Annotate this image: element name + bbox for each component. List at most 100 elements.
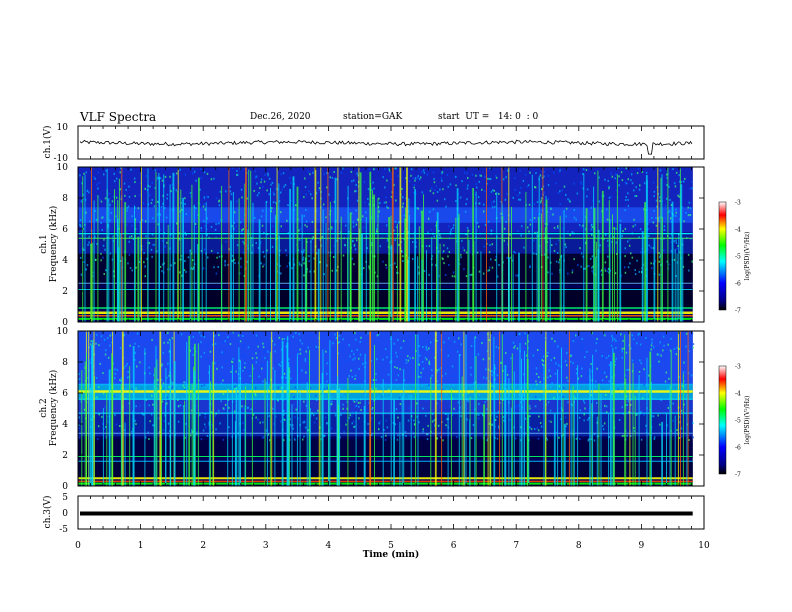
spectrogram-noise <box>510 357 512 360</box>
spectrogram-noise <box>607 255 609 258</box>
spectrogram-noise <box>216 256 218 259</box>
spectrogram-noise <box>543 191 545 194</box>
spectrogram-noise <box>379 245 382 248</box>
spectrogram-noise <box>304 357 307 360</box>
spectrogram-noise <box>101 229 103 231</box>
spectrogram-noise <box>309 387 312 390</box>
spectrogram-noise <box>535 372 538 375</box>
spectrogram-noise <box>257 246 260 249</box>
spectrogram-noise <box>409 357 411 360</box>
spectrogram-noise <box>331 227 333 230</box>
spectrogram-noise <box>427 433 429 436</box>
spectrogram-noise <box>419 226 421 228</box>
spectrogram-noise <box>477 196 480 199</box>
spectrogram-noise <box>473 342 475 345</box>
spectrogram-noise <box>111 200 114 203</box>
spectrogram-noise <box>78 436 81 439</box>
spectrogram-noise <box>588 265 590 267</box>
spectrogram-noise <box>184 197 186 200</box>
spectrogram-noise <box>680 382 683 385</box>
spectrogram-noise <box>171 386 173 389</box>
colorbar-tick-label: -3 <box>735 364 741 371</box>
spectrogram-noise <box>231 361 234 364</box>
spectrogram-noise <box>463 268 465 271</box>
spectrogram-noise <box>577 264 579 267</box>
spectrogram-noise <box>439 188 441 191</box>
spectrogram-noise <box>116 368 118 371</box>
spectrogram-noise <box>677 395 679 398</box>
spectrogram-noise <box>198 331 201 334</box>
spectrogram-noise <box>588 438 590 441</box>
spectrogram-noise <box>557 345 559 348</box>
spectrogram-noise <box>215 428 217 431</box>
spectrogram-noise <box>114 372 117 375</box>
spectrogram-noise <box>356 199 359 202</box>
spectrogram-noise <box>136 365 138 368</box>
colorbar-tick-label: -6 <box>735 445 741 452</box>
spectrogram-noise <box>581 344 584 347</box>
spectrogram-noise <box>495 345 498 348</box>
spectrogram-noise <box>166 241 168 244</box>
spectrogram-noise <box>178 386 181 389</box>
spectrogram-noise <box>573 258 575 261</box>
spectrogram-noise <box>271 181 274 184</box>
spectrogram-noise <box>658 219 660 222</box>
spectrogram-noise <box>494 205 496 208</box>
spectrogram-noise <box>517 274 519 277</box>
spectrogram-noise <box>315 348 317 351</box>
spectrogram-noise <box>604 178 606 181</box>
spectrogram-noise <box>664 380 667 383</box>
spectrogram-noise <box>431 420 434 423</box>
spectrogram-noise <box>362 362 364 365</box>
spectrogram-noise <box>463 249 466 252</box>
spectrogram-noise <box>163 406 166 409</box>
spectrogram-noise <box>264 350 266 353</box>
spectrogram-noise <box>601 273 603 276</box>
spectrogram-noise <box>202 267 205 270</box>
spectrogram-noise <box>309 270 311 273</box>
spectrogram-noise <box>192 353 194 356</box>
spectrogram-noise <box>690 374 693 377</box>
spectrogram-noise <box>530 387 532 390</box>
spectrogram-noise <box>427 213 429 216</box>
spectrogram-noise <box>460 256 462 259</box>
spectrogram-noise <box>103 173 105 176</box>
spectrogram-noise <box>413 191 415 194</box>
spectrogram-noise <box>340 171 343 174</box>
spectrogram-noise <box>187 256 190 259</box>
spectrogram-noise <box>317 346 320 349</box>
spectrogram-noise <box>105 169 107 172</box>
spectrogram-noise <box>157 176 159 179</box>
spectrogram-noise <box>629 403 632 406</box>
spectrogram-noise <box>443 341 445 344</box>
spectrogram-noise <box>150 413 153 416</box>
spectrogram-noise <box>273 422 275 425</box>
spectrogram-noise <box>676 247 678 250</box>
spectrogram-noise <box>203 248 206 251</box>
spectrogram-noise <box>164 175 167 178</box>
spectrogram-noise <box>272 191 275 194</box>
spectrogram-noise <box>272 225 274 228</box>
spectrogram-noise <box>663 344 665 347</box>
spectrogram-noise <box>79 219 82 221</box>
spectrogram-noise <box>115 209 118 212</box>
spectrogram-noise <box>670 220 673 223</box>
spectrogram-noise <box>518 393 520 396</box>
spectrogram-noise <box>172 385 174 388</box>
spectrogram-noise <box>680 435 683 438</box>
spectrogram-noise <box>683 403 685 406</box>
spectrogram-noise <box>608 187 610 190</box>
spectrogram-noise <box>353 400 356 403</box>
spectrogram-noise <box>317 409 319 412</box>
spectrogram-noise <box>470 373 472 376</box>
spectrogram-noise <box>218 255 221 258</box>
spectrogram-noise <box>657 192 660 195</box>
spectrogram-noise <box>238 377 241 380</box>
spectrogram-noise <box>505 351 507 354</box>
spectrogram-noise <box>231 254 234 257</box>
spectrogram-noise <box>224 260 226 262</box>
spectrogram-noise <box>676 333 679 335</box>
spectrogram-noise <box>402 255 404 258</box>
spectrogram-noise <box>503 419 505 422</box>
spectrogram-noise <box>148 242 151 245</box>
